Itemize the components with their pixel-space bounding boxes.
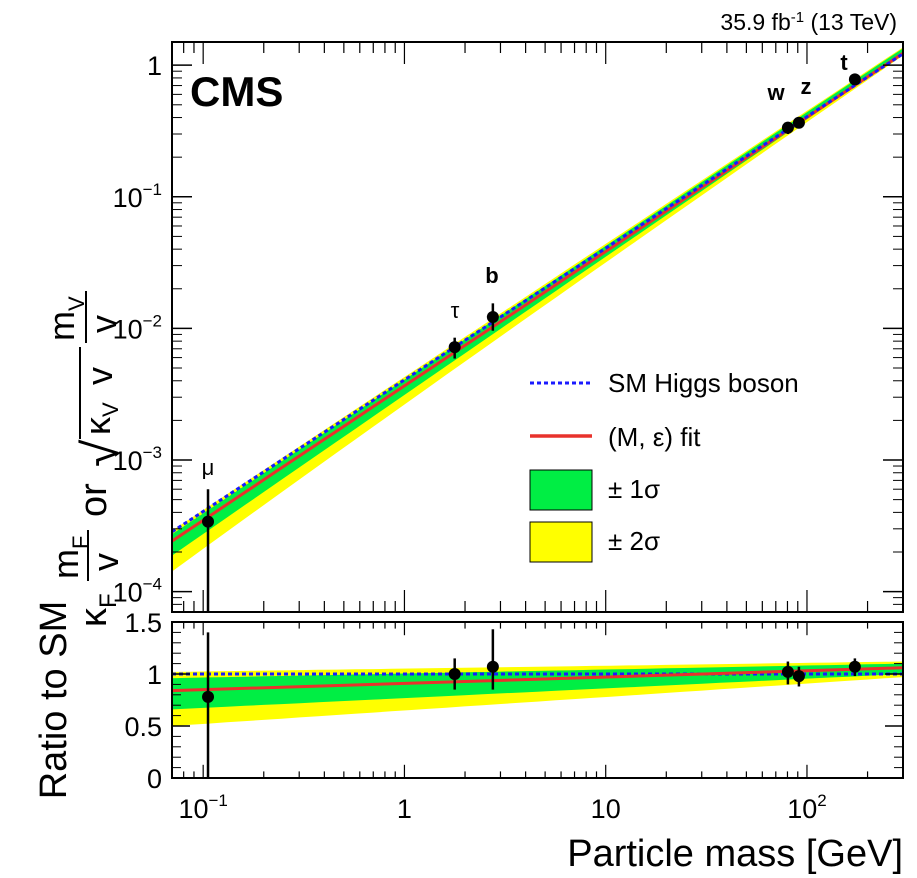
- ylabel-or: or: [73, 483, 115, 517]
- experiment-label: CMS: [190, 68, 283, 115]
- main-ytick-label-0: 10−4: [113, 575, 162, 608]
- point-label-3: w: [766, 80, 785, 105]
- main-point-4: [792, 116, 805, 129]
- legend-2sigma-swatch: [529, 521, 593, 563]
- xtick-label-3: 102: [787, 791, 827, 824]
- main-ytick-label-1: 10−3: [113, 443, 162, 476]
- main-y-axis-title: κF mF v or √ κV v mV v: [41, 291, 129, 627]
- legend: SM Higgs boson (M, ε) fit ± 1σ ± 2σ: [529, 368, 799, 563]
- ratio-point-3: [781, 665, 794, 678]
- xtick-label-1: 1: [397, 794, 412, 824]
- ratio-ytick-label-3: 1.5: [124, 608, 162, 638]
- lumi-label: 35.9 fb-1 (13 TeV): [720, 9, 897, 35]
- main-frame: [171, 41, 904, 613]
- ylabel-v2: v: [79, 367, 120, 385]
- main-data-points: μ τb w z t: [202, 50, 861, 612]
- ylabel-v3: v: [83, 315, 124, 333]
- ratio-point-5: [848, 660, 861, 673]
- ylabel-kappa-v: κV: [77, 402, 123, 435]
- ratio-y-axis-title: Ratio to SM: [33, 601, 75, 800]
- main-fit-line: [172, 52, 903, 543]
- xtick-label-0: 10−1: [178, 791, 227, 824]
- main-axis-ticks: 10−4 10−3 10−2 10−1 1: [113, 42, 904, 613]
- point-label-5: t: [840, 50, 848, 75]
- ratio-model-lines: [172, 666, 903, 693]
- legend-1sigma-swatch: [529, 469, 593, 511]
- point-label-2: b: [485, 263, 498, 288]
- ylabel-v: v: [85, 553, 126, 571]
- ylabel-kappa-f: κF: [73, 593, 122, 627]
- main-point-2: [486, 311, 499, 324]
- point-label-0: μ: [202, 455, 215, 480]
- ratio-panel: 10−1 1 10 102 0 0.5 1 1.5: [124, 608, 904, 824]
- ylabel-mv: mV: [41, 296, 89, 341]
- legend-sm-label: SM Higgs boson: [608, 368, 799, 398]
- ratio-fit-line: [172, 666, 903, 693]
- point-label-1: τ: [451, 298, 460, 323]
- ylabel-mf: mF: [45, 536, 93, 579]
- main-ytick-label-4: 1: [147, 51, 162, 81]
- legend-1sigma-label: ± 1σ: [608, 474, 660, 504]
- ylabel-sqrt: √: [73, 439, 129, 467]
- legend-2sigma-label: ± 2σ: [608, 526, 660, 556]
- main-model-lines: [172, 52, 903, 543]
- main-ytick-label-2: 10−2: [113, 311, 162, 344]
- x-axis-title: Particle mass [GeV]: [567, 833, 903, 875]
- ratio-data-points: [202, 629, 861, 778]
- main-point-5: [848, 73, 861, 86]
- ratio-ytick-label-0: 0: [147, 764, 162, 794]
- main-ytick-label-3: 10−1: [113, 180, 162, 213]
- ratio-point-1: [448, 668, 461, 680]
- main-point-1: [448, 341, 461, 354]
- legend-fit-label: (M, ε) fit: [608, 422, 701, 452]
- ratio-axis-ticks: 10−1 1 10 102 0 0.5 1 1.5: [124, 608, 904, 824]
- main-panel: μ τb w z t 10−4 10−3 10−2 10−1 1 CMS: [113, 41, 904, 613]
- xtick-label-2: 10: [591, 794, 621, 824]
- ratio-ytick-label-1: 0.5: [124, 712, 162, 742]
- ratio-point-4: [792, 670, 805, 683]
- ratio-point-0: [202, 690, 215, 703]
- main-point-3: [781, 121, 794, 134]
- main-point-0: [202, 515, 215, 528]
- point-label-4: z: [801, 74, 812, 99]
- ratio-point-2: [486, 660, 499, 673]
- ratio-frame: [171, 621, 904, 779]
- ratio-ytick-label-2: 1: [147, 660, 162, 690]
- main-sm-line: [172, 52, 903, 534]
